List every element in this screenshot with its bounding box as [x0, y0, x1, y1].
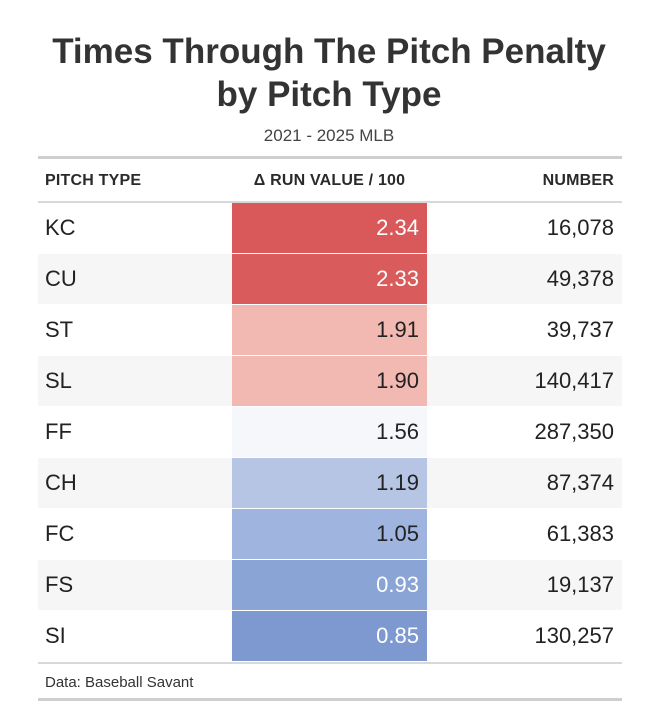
- cell-number: 19,137: [546, 572, 614, 597]
- table-row: FF 1.56 287,350: [38, 407, 622, 458]
- cell-run-value: 1.05: [232, 509, 427, 559]
- cell-run-value: 2.33: [232, 254, 427, 304]
- title-line-1: Times Through The Pitch Penalty: [52, 32, 606, 71]
- table-header: PITCH TYPE Δ RUN VALUE / 100 NUMBER: [38, 159, 622, 201]
- cell-pitch-type: CH: [45, 470, 77, 495]
- header-run-value: Δ RUN VALUE / 100: [253, 172, 406, 189]
- cell-run-value: 1.90: [232, 356, 427, 406]
- cell-pitch-type: SI: [45, 623, 66, 648]
- cell-pitch-type: KC: [45, 215, 76, 240]
- cell-number: 130,257: [534, 623, 614, 648]
- cell-pitch-type: FS: [45, 572, 74, 597]
- cell-number: 49,378: [546, 266, 614, 291]
- cell-run-value: 1.19: [232, 458, 427, 508]
- top-rule: [38, 156, 622, 159]
- cell-number: 87,374: [546, 470, 614, 495]
- table-row: CU 2.33 49,378: [38, 254, 622, 305]
- end-rule: [38, 698, 622, 701]
- cell-run-value: 1.56: [232, 407, 427, 457]
- header-pitch-type: PITCH TYPE: [45, 172, 142, 189]
- cell-run-value: 0.93: [232, 560, 427, 610]
- table-body: KC 2.34 16,078 CU 2.33 49,378 ST 1.91 39,737 SL 1.…: [38, 203, 622, 662]
- chart-subtitle: 2021 - 2025 MLB: [263, 126, 395, 145]
- table-row: FC 1.05 61,383: [38, 509, 622, 560]
- header-number: NUMBER: [542, 172, 614, 189]
- cell-pitch-type: SL: [45, 368, 72, 393]
- cell-pitch-type: CU: [45, 266, 77, 291]
- table-row: ST 1.91 39,737: [38, 305, 622, 356]
- cell-run-value: 0.85: [232, 611, 427, 661]
- chart-title: Times Through The Pitch Penalty by Pitch…: [0, 30, 658, 116]
- table-row: CH 1.19 87,374: [38, 458, 622, 509]
- cell-run-value: 2.34: [232, 203, 427, 253]
- cell-number: 61,383: [546, 521, 614, 546]
- cell-pitch-type: ST: [45, 317, 74, 342]
- table-row: FS 0.93 19,137: [38, 560, 622, 611]
- table-row: SI 0.85 130,257: [38, 611, 622, 662]
- source-note: Data: Baseball Savant: [45, 674, 194, 691]
- cell-number: 140,417: [534, 368, 614, 393]
- cell-number: 287,350: [534, 419, 614, 444]
- table-row: KC 2.34 16,078: [38, 203, 622, 254]
- table-row: SL 1.90 140,417: [38, 356, 622, 407]
- bottom-rule: [38, 662, 622, 664]
- title-line-2: by Pitch Type: [216, 75, 442, 114]
- cell-pitch-type: FC: [45, 521, 75, 546]
- cell-pitch-type: FF: [45, 419, 72, 444]
- cell-run-value: 1.91: [232, 305, 427, 355]
- cell-number: 16,078: [546, 215, 614, 240]
- header-rule: [38, 201, 622, 203]
- cell-number: 39,737: [546, 317, 614, 342]
